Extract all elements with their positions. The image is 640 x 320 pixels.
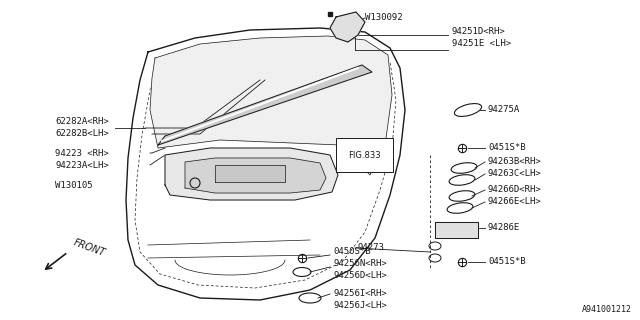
Text: 94251E <LH>: 94251E <LH> (452, 39, 511, 49)
Text: 94266E<LH>: 94266E<LH> (488, 197, 541, 206)
Polygon shape (330, 12, 365, 42)
Text: W130105: W130105 (55, 180, 93, 189)
Text: 0450S*B: 0450S*B (333, 247, 371, 257)
Text: 62282B<LH>: 62282B<LH> (55, 130, 109, 139)
Polygon shape (185, 158, 326, 193)
Text: W130092: W130092 (365, 13, 403, 22)
Text: 94256J<LH>: 94256J<LH> (333, 301, 387, 310)
Text: 94223 <RH>: 94223 <RH> (55, 148, 109, 157)
Text: 94263B<RH>: 94263B<RH> (488, 157, 541, 166)
Text: 0451S*B: 0451S*B (488, 258, 525, 267)
Polygon shape (150, 36, 392, 175)
Polygon shape (158, 65, 372, 145)
Text: 62282A<RH>: 62282A<RH> (55, 117, 109, 126)
Text: FIG.833: FIG.833 (348, 150, 381, 159)
Text: 94256I<RH>: 94256I<RH> (333, 290, 387, 299)
Polygon shape (435, 222, 478, 238)
Text: 94223A<LH>: 94223A<LH> (55, 161, 109, 170)
Text: 94275A: 94275A (488, 106, 520, 115)
Text: 94273: 94273 (358, 244, 385, 252)
Text: 94263C<LH>: 94263C<LH> (488, 170, 541, 179)
Polygon shape (215, 165, 285, 182)
Text: 94266D<RH>: 94266D<RH> (488, 186, 541, 195)
Text: A941001212: A941001212 (582, 305, 632, 314)
Text: 94256N<RH>: 94256N<RH> (333, 260, 387, 268)
Text: FRONT: FRONT (72, 238, 107, 258)
Polygon shape (165, 148, 338, 200)
Text: 94286E: 94286E (488, 223, 520, 233)
Text: 94256D<LH>: 94256D<LH> (333, 271, 387, 281)
Text: 0451S*B: 0451S*B (488, 143, 525, 153)
Polygon shape (126, 28, 405, 300)
Text: 94251D<RH>: 94251D<RH> (452, 28, 506, 36)
